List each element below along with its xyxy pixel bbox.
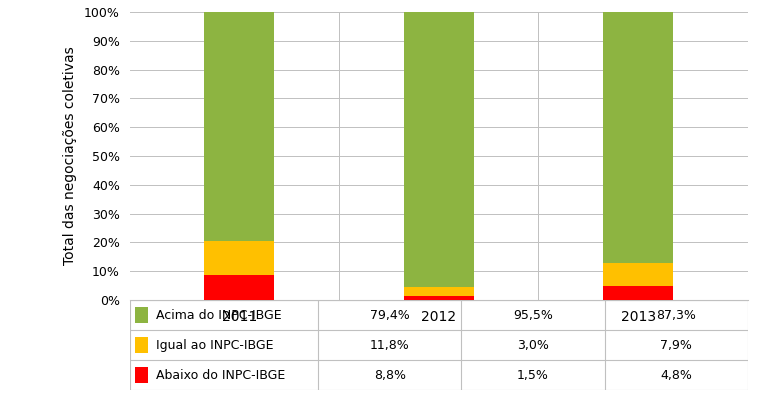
Text: Acima do INPC-IBGE: Acima do INPC-IBGE [156,308,282,322]
Text: Igual ao INPC-IBGE: Igual ao INPC-IBGE [156,339,273,351]
Text: 7,9%: 7,9% [660,339,692,351]
Text: 8,8%: 8,8% [374,369,406,382]
Text: 79,4%: 79,4% [370,308,410,322]
Bar [134,307,148,323]
Bar [404,12,474,287]
Bar [134,367,148,383]
Bar [134,337,148,353]
Bar [404,287,474,296]
Text: 4,8%: 4,8% [660,369,692,382]
Bar [204,275,274,300]
Bar [204,241,274,275]
Text: 3,0%: 3,0% [517,339,549,351]
Text: 95,5%: 95,5% [513,308,553,322]
Bar [404,296,474,300]
Text: Abaixo do INPC-IBGE: Abaixo do INPC-IBGE [156,369,285,382]
Text: 1,5%: 1,5% [517,369,549,382]
Bar [604,286,673,300]
Bar [204,12,274,241]
Y-axis label: Total das negociações coletivas: Total das negociações coletivas [63,47,77,265]
Bar [604,12,673,263]
Bar [604,263,673,286]
Text: 87,3%: 87,3% [656,308,696,322]
Text: 11,8%: 11,8% [370,339,410,351]
